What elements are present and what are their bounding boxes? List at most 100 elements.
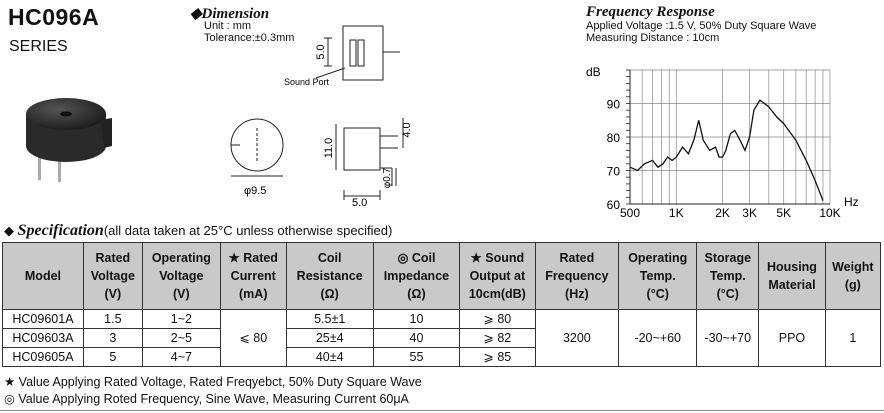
cell-sound-output: ⩾ 85 — [459, 347, 536, 367]
spec-header-8: Operating Temp. (°C) — [618, 242, 698, 310]
chart-x-tick: 500 — [620, 206, 640, 220]
chart-x-tick: 2K — [715, 206, 730, 220]
spec-table: Model Rated Voltage (V) Operating Voltage (V) ★… — [2, 242, 882, 367]
spec-header-5: ◎ Coil Impedance (Ω) — [372, 242, 461, 310]
spec-header-7: Rated Frequency (Hz) — [534, 242, 620, 310]
cell-coil-impedance: 10 — [372, 309, 461, 329]
spec-header-6: ★ Sound Output at 10cm(dB) — [459, 242, 536, 310]
spec-header-line: Voltage — [90, 269, 135, 283]
dim-label-11: 11.0 — [323, 138, 335, 159]
spec-header-line: ★ Rated — [228, 251, 278, 265]
cell-coil-impedance: 55 — [372, 347, 461, 367]
spec-header-line: (°C) — [716, 287, 739, 301]
freq-line1: Applied Voltage :1.5 V, 50% Duty Square … — [586, 20, 817, 32]
spec-header-1: Rated Voltage (V) — [82, 242, 143, 310]
spec-title: Specification — [17, 222, 104, 239]
dimension-unit: Unit : mm — [204, 20, 252, 32]
spec-header-line: ◎ Coil — [397, 251, 436, 265]
spec-header-line: Operating — [151, 251, 211, 265]
chart-y-tick: 80 — [607, 131, 621, 145]
spec-header-line: Temp. — [709, 269, 746, 283]
spec-header-line: Resistance — [296, 269, 363, 283]
spec-header-line: (Ω) — [407, 287, 426, 301]
spec-header-9: Storage Temp. (°C) — [696, 242, 760, 310]
cell-operating-temp: -20~+60 — [618, 309, 698, 367]
chart-y-tick: 60 — [607, 198, 621, 212]
freq-title: Frequency Response — [586, 4, 715, 20]
spec-header-line: Impedance — [383, 269, 450, 283]
spec-header-10: Housing Material — [758, 242, 826, 310]
footnote-circle: ◎ Value Applying Roted Frequency, Sine W… — [4, 392, 409, 406]
cell-model: HC09605A — [2, 347, 84, 367]
spec-header-line: (V) — [173, 287, 190, 301]
spec-header-line: (V) — [104, 287, 122, 301]
spec-header-line: (Hz) — [565, 287, 589, 301]
cell-rated-frequency: 3200 — [534, 309, 620, 367]
spec-header-line: Temp. — [639, 269, 676, 283]
chart-x-tick: 5K — [776, 206, 791, 220]
spec-header-line: (g) — [844, 278, 861, 292]
spec-header-line: (Ω) — [320, 287, 339, 301]
spec-header-line: Housing — [766, 260, 817, 274]
cell-model: HC09603A — [2, 328, 84, 348]
spec-header-3: ★ Rated Current (mA) — [219, 242, 287, 310]
cell-rated-voltage: 5 — [82, 347, 143, 367]
cell-operating-voltage: 2~5 — [141, 328, 221, 348]
cell-sound-output: ⩾ 82 — [459, 328, 536, 348]
dim-label-5: 5.0 — [315, 44, 327, 59]
spec-header-0: Model — [2, 242, 84, 310]
dimension-title-text: Dimension — [201, 6, 270, 22]
dimension-title: ◆Dimension — [190, 6, 270, 22]
dim-label-4: 4.0 — [401, 122, 410, 137]
series-label: SERIES — [9, 38, 68, 55]
chart-y-tick: 70 — [607, 165, 621, 179]
spec-header-line: Current — [230, 269, 276, 283]
cell-rated-voltage: 3 — [82, 328, 143, 348]
response-curve — [629, 99, 824, 201]
spec-header-line: Voltage — [159, 269, 204, 283]
freq-line2: Measuring Distance : 10cm — [586, 32, 720, 44]
spec-header-line: Model — [24, 269, 61, 283]
spec-header-line: Output at — [469, 269, 526, 283]
cell-operating-voltage: 1~2 — [141, 309, 221, 329]
cell-sound-output: ⩾ 80 — [459, 309, 536, 329]
cell-operating-voltage: 4~7 — [141, 347, 221, 367]
bottom-rule — [0, 410, 884, 411]
spec-header-line: Rated — [95, 251, 131, 265]
cell-weight: 1 — [824, 309, 882, 367]
dimension-drawing: 5.0 Sound Port 11.0 4.0 φ9.5 φ0.7 5.0 — [230, 25, 410, 208]
spec-header-line: Weight — [832, 260, 874, 274]
spec-header-line: 10cm(dB) — [468, 287, 526, 301]
frequency-chart: dB Hz 500 1K 2K 3K 5K 10K 60 70 80 90 — [586, 65, 859, 220]
spec-header-2: Operating Voltage (V) — [141, 242, 221, 310]
dim-label-phi07: φ0.7 — [382, 167, 393, 188]
spec-note: (all data taken at 25°C unless otherwise… — [103, 223, 393, 238]
chart-xlabel: Hz — [844, 195, 859, 209]
chart-x-tick: 10K — [819, 206, 840, 220]
spec-header-4: Coil Resistance (Ω) — [285, 242, 374, 310]
footnote-star: ★ Value Applying Rated Voltage, Rated Fr… — [4, 375, 422, 389]
cell-rated-current: ⩽ 80 — [219, 309, 287, 367]
cell-storage-temp: -30~+70 — [696, 309, 760, 367]
cell-housing-material: PPO — [758, 309, 826, 367]
spec-header-line: Coil — [317, 251, 342, 265]
spec-header-line: Frequency — [545, 269, 609, 283]
chart-ylabel: dB — [586, 65, 601, 79]
cell-coil-resistance: 25±4 — [285, 328, 374, 348]
cell-coil-resistance: 40±4 — [285, 347, 374, 367]
spec-header-11: Weight (g) — [824, 242, 882, 310]
cell-coil-resistance: 5.5±1 — [285, 309, 374, 329]
chart-x-tick: 3K — [742, 206, 757, 220]
table-row: HC09601A 1.5 1~2 ⩽ 80 5.5±1 10 ⩾ 80 3200 -20~+60… — [2, 309, 882, 367]
table-row: HC09603A 3 2~5 25±4 40 ⩾ 82 — [2, 328, 881, 348]
spec-header-line: (mA) — [239, 287, 268, 301]
chart-x-tick: 1K — [669, 206, 684, 220]
dim-label-5b: 5.0 — [352, 197, 367, 208]
spec-header-line: ★ Sound — [470, 251, 525, 265]
spec-header-line: Operating — [628, 251, 688, 265]
dim-label-phi95: φ9.5 — [244, 185, 266, 197]
product-code: HC096A — [8, 4, 100, 30]
dimension-tolerance: Tolerance:±0.3mm — [204, 32, 295, 44]
spec-header-line: Material — [768, 278, 816, 292]
cell-rated-voltage: 1.5 — [82, 309, 143, 329]
